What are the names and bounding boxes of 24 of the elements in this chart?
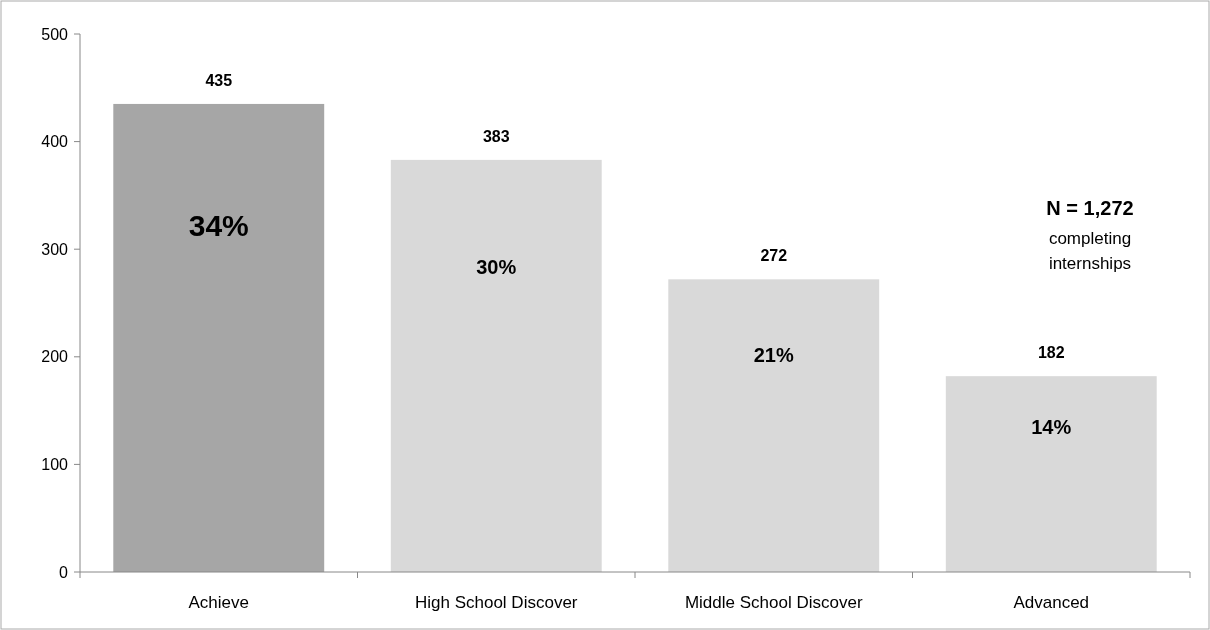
annotation: 30% <box>476 256 517 279</box>
annotation: 14% <box>1031 416 1072 439</box>
annotation: 34% <box>188 209 249 243</box>
data-label: 182 <box>1037 344 1065 362</box>
y-tick-label: 100 <box>41 456 69 473</box>
y-tick-label: 400 <box>41 133 69 151</box>
data-label: 272 <box>760 247 788 265</box>
bar <box>668 279 880 572</box>
bar <box>945 376 1157 572</box>
y-tick-label: 200 <box>41 348 69 366</box>
data-label: 383 <box>482 127 510 145</box>
y-tick-label: 0 <box>59 563 69 581</box>
bar <box>390 159 602 572</box>
y-tick-label: 300 <box>41 240 69 258</box>
x-tick-label: Middle School Discover <box>684 593 863 612</box>
data-label: 435 <box>205 71 233 89</box>
annotation: completing internships <box>1048 229 1132 273</box>
y-tick-label: 500 <box>41 25 69 43</box>
annotation: N = 1,272 <box>1046 197 1134 219</box>
x-tick-label: High School Discover <box>414 593 578 612</box>
x-tick-label: Achieve <box>188 593 249 612</box>
x-tick-label: Advanced <box>1013 593 1090 612</box>
bar <box>113 103 325 572</box>
annotation: 21% <box>753 344 794 367</box>
